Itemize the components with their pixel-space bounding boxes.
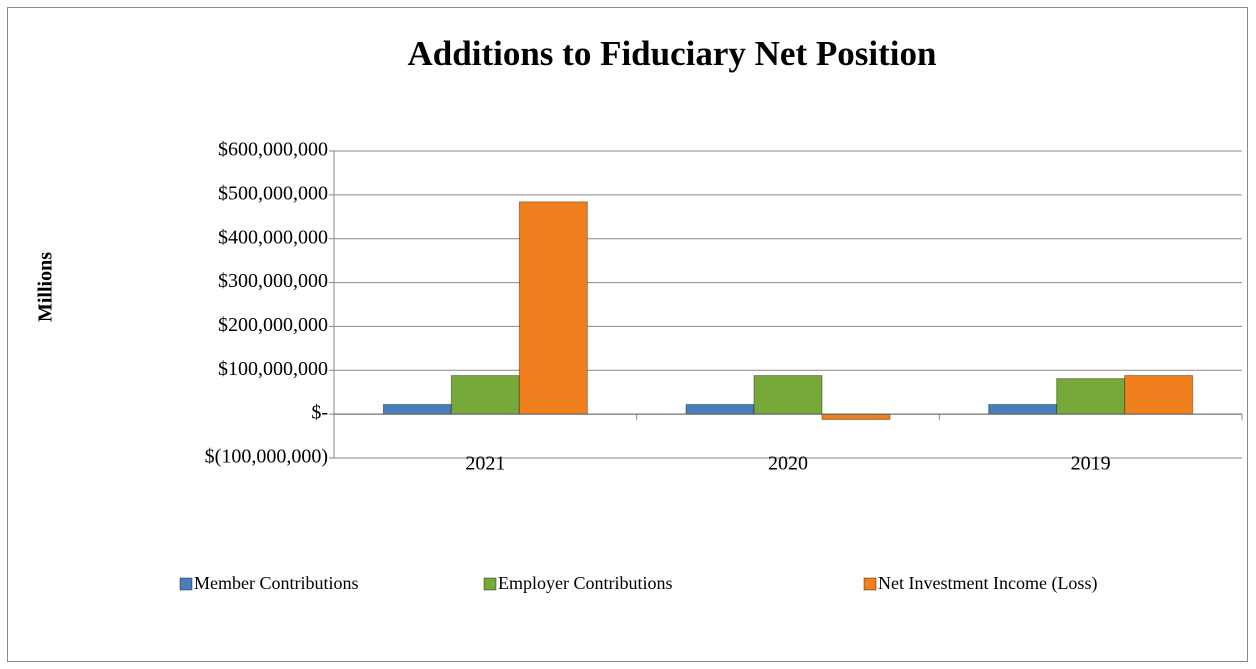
bar xyxy=(518,201,588,415)
bar xyxy=(382,403,452,415)
bar xyxy=(753,375,823,415)
bar xyxy=(821,413,891,420)
bar xyxy=(450,375,520,415)
x-tick-label: 2021 xyxy=(465,453,505,475)
x-tick-label: 2020 xyxy=(768,453,808,475)
y-axis-label: Millions xyxy=(35,252,57,322)
legend-swatch xyxy=(483,577,497,591)
y-tick-label: $100,000,000 xyxy=(218,358,328,380)
y-tick-label: $- xyxy=(311,402,328,424)
y-tick-label: $600,000,000 xyxy=(218,139,328,161)
legend-label: Member Contributions xyxy=(194,573,359,593)
bar xyxy=(1124,375,1194,415)
bar xyxy=(685,403,755,415)
bar xyxy=(988,403,1058,415)
x-tick-label: 2019 xyxy=(1071,453,1111,475)
y-tick-label: $500,000,000 xyxy=(218,182,328,204)
y-tick-label: $(100,000,000) xyxy=(205,446,328,468)
y-tick-label: $200,000,000 xyxy=(218,314,328,336)
legend-swatch xyxy=(179,577,193,591)
legend-label: Employer Contributions xyxy=(498,573,673,593)
y-tick-label: $400,000,000 xyxy=(218,226,328,248)
bar xyxy=(1056,378,1126,415)
chart-title: Additions to Fiduciary Net Position xyxy=(408,34,937,73)
chart-frame xyxy=(7,7,1248,662)
legend-swatch xyxy=(863,577,877,591)
legend-label: Net Investment Income (Loss) xyxy=(878,573,1097,594)
y-tick-label: $300,000,000 xyxy=(218,270,328,292)
